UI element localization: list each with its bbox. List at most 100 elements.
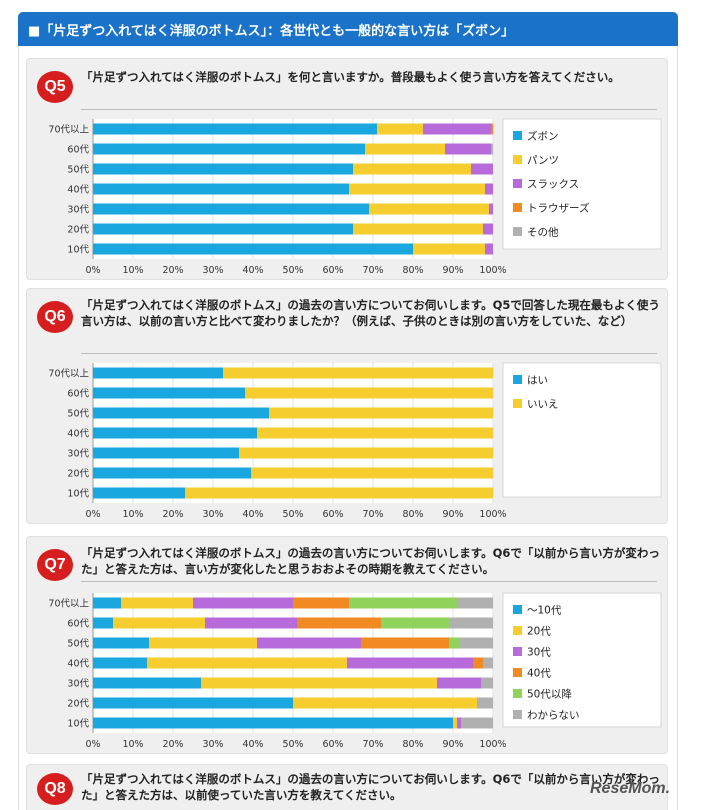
bar-segment [93, 368, 223, 379]
legend-swatch [513, 131, 522, 140]
bar-segment [93, 408, 269, 419]
x-tick-label: 10% [122, 739, 143, 750]
bar-segment [453, 718, 457, 729]
bar-segment [185, 488, 493, 499]
x-tick-label: 80% [402, 509, 423, 520]
legend-swatch [513, 179, 522, 188]
q7-chart: 0% 10% 20% 30% 40% 50% 60% 70% 80% 90% 100%70代以上60… [27, 537, 669, 755]
category-label: 10代 [67, 489, 89, 500]
x-tick-label: 20% [162, 509, 183, 520]
legend-label: はい [527, 375, 548, 387]
legend-label: トラウザーズ [527, 202, 589, 215]
category-label: 70代以上 [48, 369, 89, 380]
bar-segment [369, 204, 489, 215]
bar-segment [93, 204, 369, 215]
x-tick-label: 90% [442, 265, 463, 276]
bar-segment [449, 618, 493, 629]
category-label: 70代以上 [48, 125, 89, 136]
bar-segment [457, 598, 493, 609]
bar-segment [483, 224, 493, 235]
legend-swatch [513, 668, 522, 677]
resemom-logo: ReseMom. [590, 780, 670, 798]
bar-segment [449, 638, 459, 649]
bar-segment [93, 184, 349, 195]
legend-label: パンツ [527, 155, 559, 167]
bar-segment [485, 184, 493, 195]
bar-segment [121, 598, 193, 609]
legend-swatch [513, 203, 522, 212]
bar-segment [349, 598, 457, 609]
legend-swatch [513, 227, 522, 236]
q8-question: 「片足ずつ入れてはく洋服のボトムス」の過去の言い方についてお伺いします。Q6で「… [81, 771, 661, 803]
bar-segment [201, 678, 437, 689]
q6-chart: 0% 10% 20% 30% 40% 50% 60% 70% 80% 90% 100% 70代以上 60… [27, 289, 669, 525]
bar-segment [423, 124, 491, 135]
x-tick-label: 40% [242, 509, 263, 520]
legend-label: スラックス [527, 179, 579, 191]
bar-segment [353, 164, 471, 175]
bar-segment [445, 144, 491, 155]
legend-swatch [513, 689, 522, 698]
category-label: 60代 [67, 619, 89, 630]
legend-label: ズボン [527, 130, 559, 143]
x-tick-label: 30% [202, 739, 223, 750]
bar-segment [93, 468, 251, 479]
bar-segment [93, 164, 353, 175]
bar-segment [365, 144, 445, 155]
x-tick-label: 60% [322, 739, 343, 750]
x-tick-label: 70% [362, 509, 383, 520]
bar-segment [251, 468, 493, 479]
x-tick-label: 80% [402, 739, 423, 750]
bar-segment [491, 144, 493, 155]
x-tick-label: 0% [85, 265, 100, 276]
category-label: 10代 [67, 245, 89, 256]
bar-segment [93, 388, 245, 399]
bar-segment [347, 658, 473, 669]
category-label: 30代 [67, 449, 89, 460]
legend-label: 20代 [527, 626, 551, 638]
category-label: 60代 [67, 389, 89, 400]
legend-label: ～10代 [527, 605, 562, 617]
bar-segment [457, 718, 461, 729]
bar-segment [361, 638, 449, 649]
category-label: 40代 [67, 429, 89, 440]
bar-segment [437, 678, 481, 689]
x-tick-label: 50% [282, 739, 303, 750]
x-tick-label: 90% [442, 739, 463, 750]
bar-segment [491, 124, 493, 135]
q8-panel: Q8 「片足ずつ入れてはく洋服のボトムス」の過去の言い方についてお伺いします。Q… [26, 764, 668, 810]
bar-segment [93, 448, 239, 459]
bar-segment [377, 124, 423, 135]
bar-segment [93, 244, 413, 255]
q8-badge: Q8 [37, 773, 73, 805]
legend-swatch [513, 399, 522, 408]
x-tick-label: 50% [282, 509, 303, 520]
category-label: 50代 [67, 165, 89, 176]
bar-segment [413, 244, 485, 255]
legend-swatch [513, 605, 522, 614]
x-tick-label: 60% [322, 265, 343, 276]
bar-segment [293, 698, 477, 709]
x-tick-label: 20% [162, 739, 183, 750]
legend-swatch [513, 626, 522, 635]
bar-segment [193, 598, 293, 609]
bar-segment [297, 618, 381, 629]
q5-chart: 0% 10% 20% 30% 40% 50% 60% 70% 80% 90% 100% 70代以上 60… [27, 59, 669, 281]
category-label: 40代 [67, 659, 89, 670]
bar-segment [471, 164, 493, 175]
x-tick-label: 40% [242, 739, 263, 750]
category-label: 60代 [67, 145, 89, 156]
category-label: 20代 [67, 469, 89, 480]
bar-segment [257, 638, 361, 649]
category-label: 50代 [67, 639, 89, 650]
bar-segment [149, 638, 257, 649]
bar-segment [113, 618, 205, 629]
legend-swatch [513, 710, 522, 719]
x-tick-label: 20% [162, 265, 183, 276]
category-label: 40代 [67, 185, 89, 196]
bar-segment [239, 448, 493, 459]
bar-segment [459, 638, 493, 649]
category-label: 70代以上 [48, 599, 89, 610]
bar-segment [245, 388, 493, 399]
x-tick-label: 40% [242, 265, 263, 276]
